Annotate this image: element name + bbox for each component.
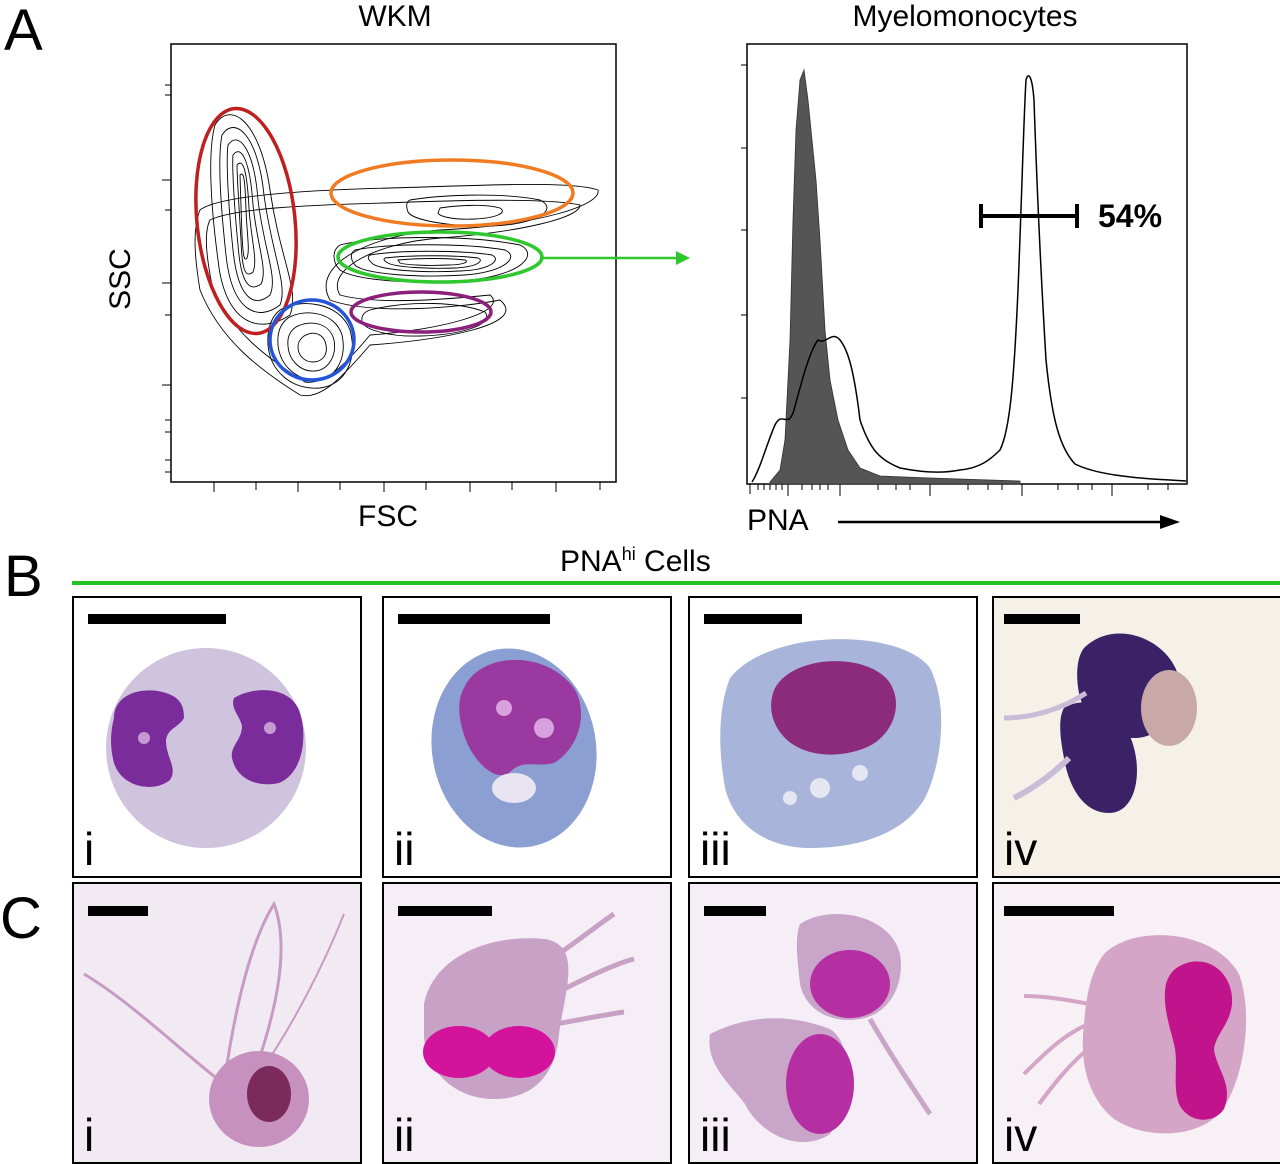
scale-bar — [1004, 614, 1080, 624]
flow-contour-plot — [162, 43, 617, 492]
tile-label: ii — [394, 823, 415, 875]
gate-purple — [349, 290, 493, 334]
section-b-title-suffix: Cells — [635, 545, 711, 578]
gate-percent-label: 54% — [1098, 198, 1163, 234]
tile-c-4: iv — [992, 882, 1280, 1164]
tile-b-2: ii — [382, 596, 672, 878]
tile-b-4: iv — [992, 596, 1280, 878]
flow-ylabel: SSC — [103, 248, 137, 310]
histogram-title: Myelomonocytes — [852, 0, 1078, 33]
histogram-plot — [741, 43, 1188, 496]
tile-label: i — [84, 1109, 95, 1161]
scale-bar — [704, 614, 802, 624]
scale-bar — [398, 906, 492, 916]
tile-label: iv — [1004, 1109, 1038, 1161]
tile-label: ii — [394, 1109, 415, 1161]
tile-label: i — [84, 823, 95, 875]
tile-label: iii — [700, 823, 731, 875]
histogram-xlabel: PNA — [747, 504, 809, 537]
section-b-title: PNAhi Cells — [560, 544, 711, 579]
panel-label-b: B — [4, 544, 43, 609]
gate-orange — [329, 158, 575, 228]
tile-b-1: i — [72, 596, 362, 878]
scale-bar — [1004, 906, 1114, 916]
tile-label: iv — [1004, 823, 1038, 875]
tile-c-3: iii — [688, 882, 978, 1164]
tile-b-3: iii — [688, 596, 978, 878]
gate-arrow — [540, 251, 690, 265]
tile-c-2: ii — [382, 882, 672, 1164]
flow-plot-title: WKM — [358, 0, 432, 33]
scale-bar — [704, 906, 766, 916]
gate-blue — [268, 298, 356, 382]
panel-label-c: C — [0, 886, 42, 951]
gate-red — [194, 106, 298, 336]
panel-label-a: A — [4, 0, 43, 63]
tile-label: iii — [700, 1109, 731, 1161]
section-b-title-main: PNA — [560, 545, 622, 578]
flow-xlabel: FSC — [358, 500, 418, 533]
scale-bar — [88, 906, 148, 916]
scale-bar — [398, 614, 550, 624]
section-b-title-sup: hi — [621, 544, 636, 564]
tile-c-1: i — [72, 882, 362, 1164]
scale-bar — [88, 614, 226, 624]
section-b-rule — [72, 581, 1280, 585]
pna-direction-arrow — [838, 515, 1180, 529]
